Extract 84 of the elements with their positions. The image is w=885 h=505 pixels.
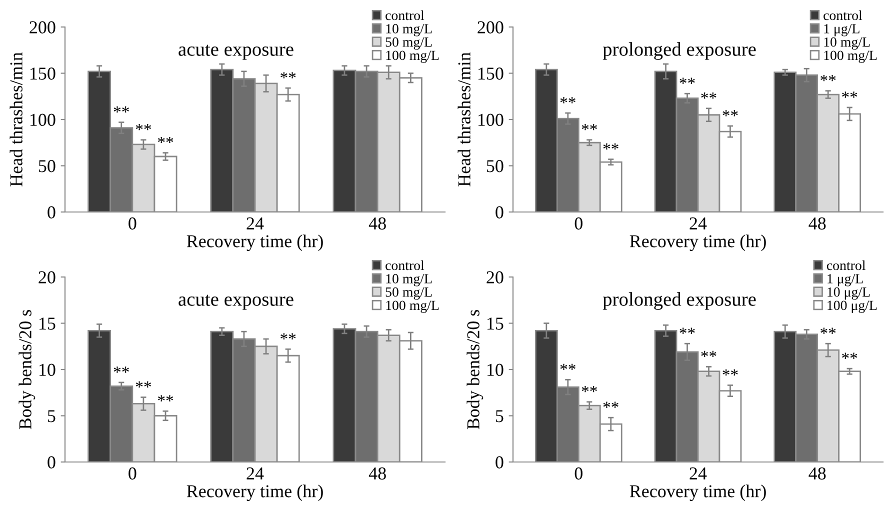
annotation: **	[701, 92, 716, 99]
y-tick-label: 0	[48, 456, 56, 468]
annotation: **	[680, 328, 695, 334]
annotation: **	[842, 352, 858, 359]
x-tick-label: 48	[368, 467, 386, 480]
y-tick-label: 200	[30, 21, 56, 34]
y-tick-label: 100	[30, 114, 56, 126]
y-tick-label: 5	[48, 410, 56, 422]
annotation: **	[820, 74, 836, 82]
annotation: **	[842, 92, 858, 98]
x-tick-label: 0	[128, 467, 136, 480]
y-tick-label: 10	[40, 364, 56, 376]
annotation: **	[722, 369, 738, 376]
y-tick-label: 15	[488, 318, 504, 330]
annotation: **	[722, 110, 738, 116]
y-tick-label: 5	[496, 410, 504, 422]
legend-label: control	[826, 260, 866, 270]
x-axis-title: Recovery time (hr)	[630, 234, 766, 252]
legend-label: 100 μg/L	[828, 300, 877, 313]
legend-label: 1 μg/L	[824, 24, 860, 36]
y-tick-label: 200	[478, 21, 504, 34]
annotation: **	[136, 381, 151, 388]
annotation: **	[560, 97, 576, 104]
annotation: **	[136, 124, 151, 130]
y-axis-title: Body bends/20 s	[18, 310, 36, 430]
annotation: **	[820, 328, 836, 334]
annotation: **	[280, 333, 296, 340]
legend-label: 10 μg/L	[828, 287, 870, 300]
x-tick-label: 24	[690, 467, 707, 480]
x-tick-label: 24	[690, 217, 707, 230]
legend-label: 50 mg/L	[386, 37, 432, 50]
legend-label: 10 mg/L	[386, 274, 432, 286]
annotation: **	[582, 386, 597, 392]
annotation: **	[603, 143, 618, 150]
x-tick-label: 48	[368, 217, 386, 230]
y-tick-label: 100	[478, 114, 504, 126]
y-tick-label: 20	[486, 271, 504, 284]
x-tick-label: 24	[246, 217, 264, 230]
y-axis-title: Head thrashes/min	[10, 52, 22, 186]
y-axis-title: Body bends/20 s	[466, 310, 484, 430]
legend-label: 100 mg/L	[386, 300, 439, 313]
annotation: **	[280, 72, 296, 78]
x-tick-label: 0	[574, 467, 582, 480]
y-tick-label: 50	[38, 160, 56, 172]
y-tick-label: 150	[30, 68, 56, 80]
y-tick-label: 150	[478, 68, 504, 80]
x-tick-label: 48	[808, 467, 826, 480]
legend-label: 100 mg/L	[824, 50, 877, 63]
annotation: **	[114, 106, 129, 113]
x-tick-label: 48	[808, 217, 826, 230]
legend-label: control	[386, 10, 424, 20]
x-tick-label: 0	[128, 217, 136, 230]
y-tick-label: 50	[486, 160, 504, 172]
text: prolonged exposure	[602, 42, 756, 60]
legend-label: 10 mg/L	[824, 37, 870, 50]
legend-label: 1 μg/L	[828, 274, 863, 286]
y-axis-title: Head thrashes/min	[458, 52, 470, 186]
text: acute exposure	[178, 294, 294, 310]
annotation: **	[158, 395, 174, 402]
y-tick-label: 0	[496, 456, 504, 468]
annotation: **	[114, 366, 129, 373]
legend-label: control	[824, 10, 862, 20]
x-tick-label: 0	[574, 217, 582, 230]
y-tick-label: 20	[38, 271, 56, 284]
annotation: **	[560, 364, 576, 370]
text: prolonged exposure	[602, 292, 756, 310]
x-tick-label: 24	[246, 467, 264, 480]
x-axis-title: Recovery time (hr)	[630, 484, 766, 502]
annotation: **	[582, 124, 597, 130]
annotation: **	[680, 78, 695, 84]
text: acute exposure	[178, 44, 294, 60]
legend-label: 100 mg/L	[386, 50, 439, 63]
legend-label: 50 mg/L	[386, 287, 432, 300]
y-tick-label: 15	[40, 318, 56, 330]
y-tick-label: 0	[496, 206, 504, 218]
x-axis-title: Recovery time (hr)	[186, 484, 323, 502]
annotation: **	[701, 350, 716, 357]
y-tick-label: 0	[48, 206, 56, 218]
legend-label: control	[386, 260, 424, 270]
x-axis-title: Recovery time (hr)	[186, 234, 323, 252]
annotation: **	[603, 402, 618, 408]
legend-label: 10 mg/L	[386, 24, 432, 36]
y-tick-label: 10	[488, 364, 504, 376]
annotation: **	[158, 136, 174, 144]
